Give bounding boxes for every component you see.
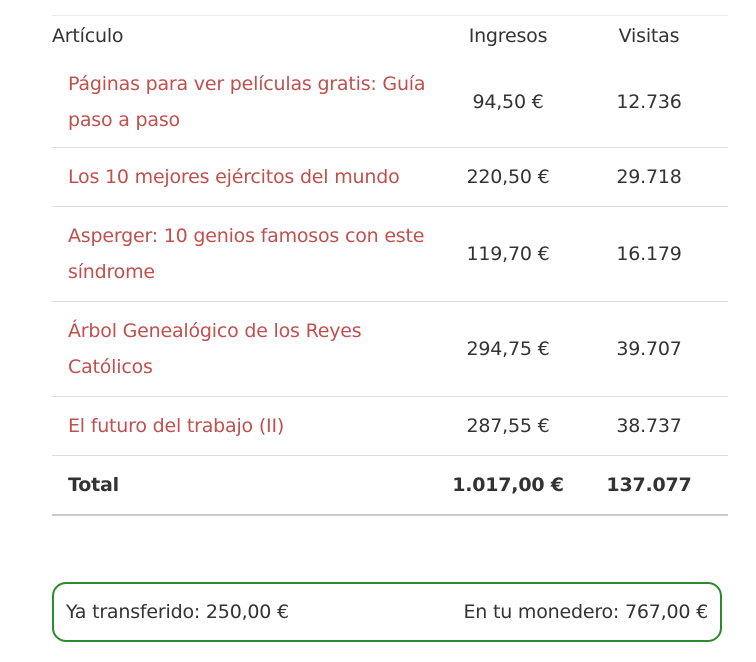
table-row: Asperger: 10 genios famosos con este sín… [52,206,728,302]
transferred-amount: Ya transferido: 250,00 € [66,601,289,623]
income-cell: 294,75 € [448,301,568,397]
income-cell: 94,50 € [448,56,568,148]
column-header-article: Artículo [52,25,124,47]
income-cell: 119,70 € [448,206,568,302]
earnings-table: Artículo Ingresos Visitas Páginas para v… [52,16,728,516]
table-row: Páginas para ver películas gratis: Guía … [52,56,728,148]
table-header: Artículo Ingresos Visitas [52,16,728,56]
article-cell: Árbol Genealógico de los Reyes Católicos [52,301,448,397]
article-link[interactable]: El futuro del trabajo (II) [68,415,285,437]
visits-cell: 38.737 [568,396,728,456]
column-header-income: Ingresos [468,25,548,47]
article-cell: El futuro del trabajo (II) [52,396,448,456]
income-cell: 287,55 € [448,396,568,456]
article-cell: Asperger: 10 genios famosos con este sín… [52,206,448,302]
total-visits: 137.077 [568,455,728,516]
article-cell: Los 10 mejores ejércitos del mundo [52,147,448,207]
article-cell: Páginas para ver películas gratis: Guía … [52,56,448,148]
column-header-visits: Visitas [618,25,680,47]
table-row: Los 10 mejores ejércitos del mundo 220,5… [52,147,728,207]
header-row: Artículo Ingresos Visitas [52,16,728,56]
article-link[interactable]: Árbol Genealógico de los Reyes Católicos [68,320,362,378]
total-row: Total 1.017,00 € 137.077 [52,455,728,516]
article-link[interactable]: Páginas para ver películas gratis: Guía … [68,72,426,131]
total-income: 1.017,00 € [448,455,568,516]
article-link[interactable]: Los 10 mejores ejércitos del mundo [68,166,400,188]
wallet-summary-box: Ya transferido: 250,00 € En tu monedero:… [52,582,722,642]
table-row: Árbol Genealógico de los Reyes Católicos… [52,301,728,397]
visits-cell: 12.736 [568,56,728,148]
income-cell: 220,50 € [448,147,568,207]
table-body: Páginas para ver películas gratis: Guía … [52,56,728,516]
table-top-divider [52,15,728,16]
table-row: El futuro del trabajo (II) 287,55 € 38.7… [52,396,728,456]
visits-cell: 29.718 [568,147,728,207]
wallet-balance: En tu monedero: 767,00 € [463,601,708,623]
visits-cell: 39.707 [568,301,728,397]
total-label: Total [52,455,448,516]
visits-cell: 16.179 [568,206,728,302]
article-link[interactable]: Asperger: 10 genios famosos con este sín… [68,225,425,283]
